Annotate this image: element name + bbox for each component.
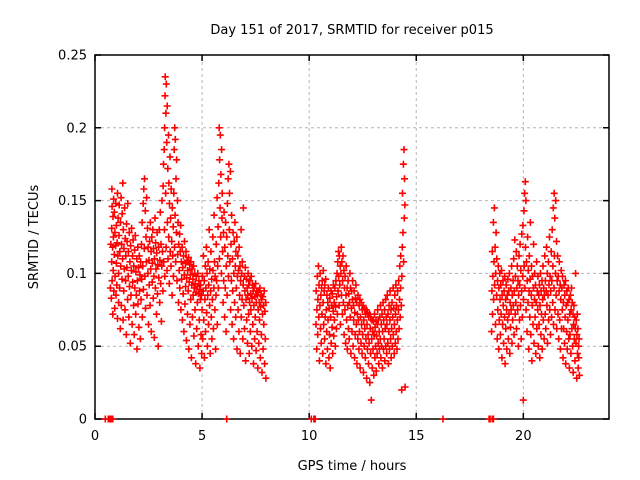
x-tick-label-10: 10 [301,429,318,444]
y-tick-label-0.15: 0.15 [58,194,87,209]
plot-border [94,54,610,420]
gridlines [95,55,609,419]
y-tick-label-0.1: 0.1 [66,267,87,282]
data-points [101,73,583,423]
y-tick-label-0.05: 0.05 [58,340,87,355]
y-tick-label-0: 0 [79,413,87,428]
x-tick-label-0: 0 [91,429,99,444]
y-tick-label-0.2: 0.2 [66,121,87,136]
x-axis-label: GPS time / hours [298,459,407,474]
axis-ticks [94,54,609,420]
x-tick-labels: 0 5 10 15 20 [91,429,532,444]
y-axis-label: SRMTID / TECUs [27,185,42,290]
y-tick-labels: 0 0.05 0.1 0.15 0.2 0.25 [58,49,87,428]
chart-title: Day 151 of 2017, SRMTID for receiver p01… [210,23,493,38]
x-tick-label-15: 15 [408,429,425,444]
x-tick-label-20: 20 [515,429,532,444]
x-tick-label-5: 5 [198,429,206,444]
y-tick-label-0.25: 0.25 [58,49,87,64]
